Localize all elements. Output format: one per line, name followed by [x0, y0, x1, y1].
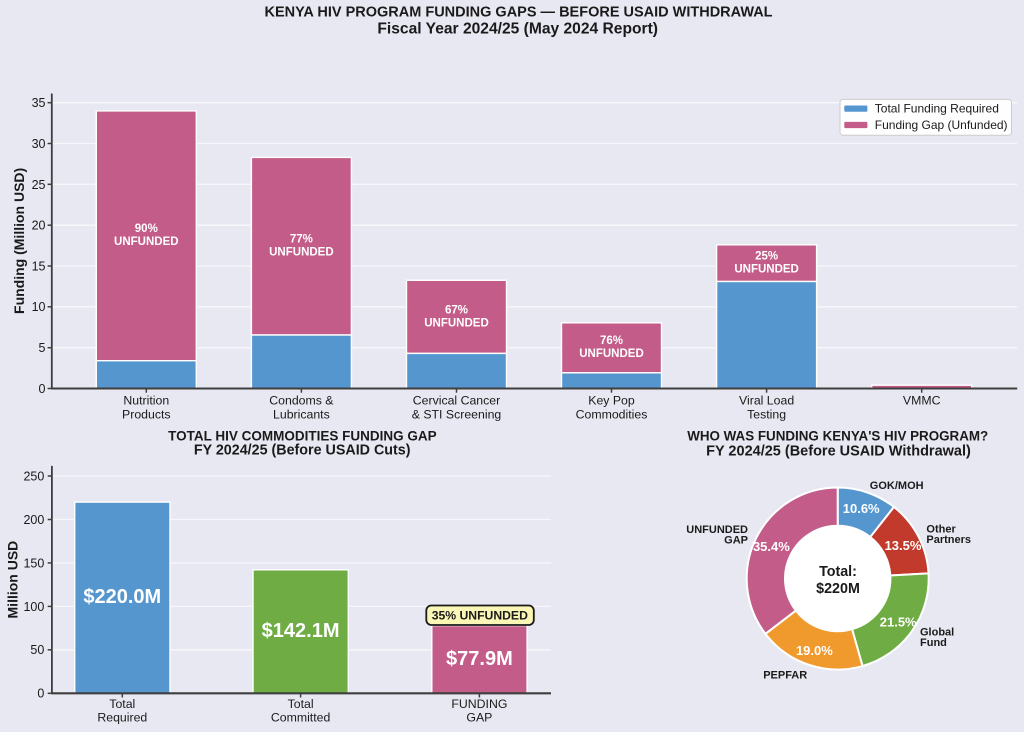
svg-text:35% UNFUNDED: 35% UNFUNDED [432, 609, 528, 623]
svg-text:$220M: $220M [816, 581, 860, 597]
svg-text:Required: Required [97, 711, 147, 725]
svg-text:Fiscal Year 2024/25 (May 2024: Fiscal Year 2024/25 (May 2024 Report) [377, 21, 658, 38]
svg-text:77%: 77% [290, 234, 313, 246]
svg-text:21.5%: 21.5% [880, 615, 917, 630]
svg-text:90%: 90% [135, 223, 158, 235]
svg-text:GAP: GAP [466, 711, 492, 725]
svg-text:250: 250 [23, 469, 44, 483]
svg-text:$77.9M: $77.9M [446, 648, 513, 670]
svg-text:0: 0 [39, 382, 46, 396]
svg-text:VMMC: VMMC [903, 394, 941, 408]
svg-text:13.5%: 13.5% [885, 538, 922, 553]
svg-text:Total:: Total: [819, 564, 857, 580]
svg-text:5: 5 [39, 341, 46, 355]
svg-text:Fund: Fund [920, 637, 947, 649]
svg-text:20: 20 [32, 219, 46, 233]
svg-text:FY 2024/25 (Before USAID Withd: FY 2024/25 (Before USAID Withdrawal) [706, 443, 971, 459]
svg-text:Global: Global [920, 626, 954, 638]
svg-text:$142.1M: $142.1M [262, 620, 340, 642]
svg-text:FUNDING: FUNDING [451, 697, 507, 711]
svg-text:UNFUNDED: UNFUNDED [424, 317, 489, 329]
svg-text:Committed: Committed [271, 711, 331, 725]
svg-text:Key Pop: Key Pop [588, 394, 635, 408]
svg-text:50: 50 [30, 643, 44, 657]
svg-text:10.6%: 10.6% [843, 501, 880, 516]
svg-text:UNFUNDED: UNFUNDED [734, 264, 799, 276]
svg-text:GOK/MOH: GOK/MOH [870, 480, 924, 492]
svg-text:Products: Products [122, 407, 171, 421]
svg-text:76%: 76% [600, 335, 623, 347]
svg-text:Commodities: Commodities [576, 407, 648, 421]
svg-text:KENYA HIV PROGRAM FUNDING GAPS: KENYA HIV PROGRAM FUNDING GAPS — BEFORE … [264, 4, 772, 20]
svg-text:UNFUNDED: UNFUNDED [579, 348, 644, 360]
svg-text:67%: 67% [445, 304, 468, 316]
svg-text:19.0%: 19.0% [796, 643, 833, 658]
svg-text:GAP: GAP [724, 535, 748, 547]
svg-text:WHO WAS FUNDING KENYA'S HIV PR: WHO WAS FUNDING KENYA'S HIV PROGRAM? [687, 428, 988, 443]
svg-text:Partners: Partners [926, 534, 971, 546]
svg-text:10: 10 [32, 300, 46, 314]
svg-text:Lubricants: Lubricants [273, 407, 330, 421]
svg-text:35.4%: 35.4% [753, 539, 790, 554]
svg-text:Condoms &: Condoms & [269, 394, 334, 408]
svg-text:Million USD: Million USD [4, 541, 20, 619]
svg-text:Nutrition: Nutrition [123, 394, 169, 408]
svg-text:25: 25 [32, 178, 46, 192]
svg-text:TOTAL HIV COMMODITIES FUNDING: TOTAL HIV COMMODITIES FUNDING GAP [168, 429, 437, 444]
svg-text:Funding (Million USD): Funding (Million USD) [11, 168, 27, 314]
svg-text:15: 15 [32, 259, 46, 273]
svg-text:UNFUNDED: UNFUNDED [686, 524, 748, 536]
svg-text:25%: 25% [755, 251, 778, 263]
svg-text:UNFUNDED: UNFUNDED [114, 236, 179, 248]
svg-text:Total Funding Required: Total Funding Required [875, 101, 999, 115]
svg-text:PEPFAR: PEPFAR [763, 670, 807, 682]
svg-text:Other: Other [926, 523, 956, 535]
svg-text:35: 35 [32, 96, 46, 110]
svg-text:Total: Total [288, 697, 314, 711]
svg-text:UNFUNDED: UNFUNDED [269, 247, 334, 259]
svg-text:FY 2024/25 (Before USAID Cuts): FY 2024/25 (Before USAID Cuts) [194, 443, 411, 459]
svg-text:200: 200 [23, 513, 44, 527]
svg-text:Funding Gap (Unfunded): Funding Gap (Unfunded) [875, 118, 1008, 132]
svg-text:100: 100 [23, 600, 44, 614]
svg-text:Cervical Cancer: Cervical Cancer [413, 394, 500, 408]
svg-text:Viral Load: Viral Load [739, 394, 794, 408]
svg-text:Total: Total [109, 697, 135, 711]
svg-text:0: 0 [37, 687, 44, 701]
svg-text:30: 30 [32, 137, 46, 151]
svg-text:$220.0M: $220.0M [83, 586, 161, 608]
svg-text:Testing: Testing [747, 407, 786, 421]
svg-text:& STI Screening: & STI Screening [412, 407, 502, 421]
svg-text:150: 150 [23, 556, 44, 570]
